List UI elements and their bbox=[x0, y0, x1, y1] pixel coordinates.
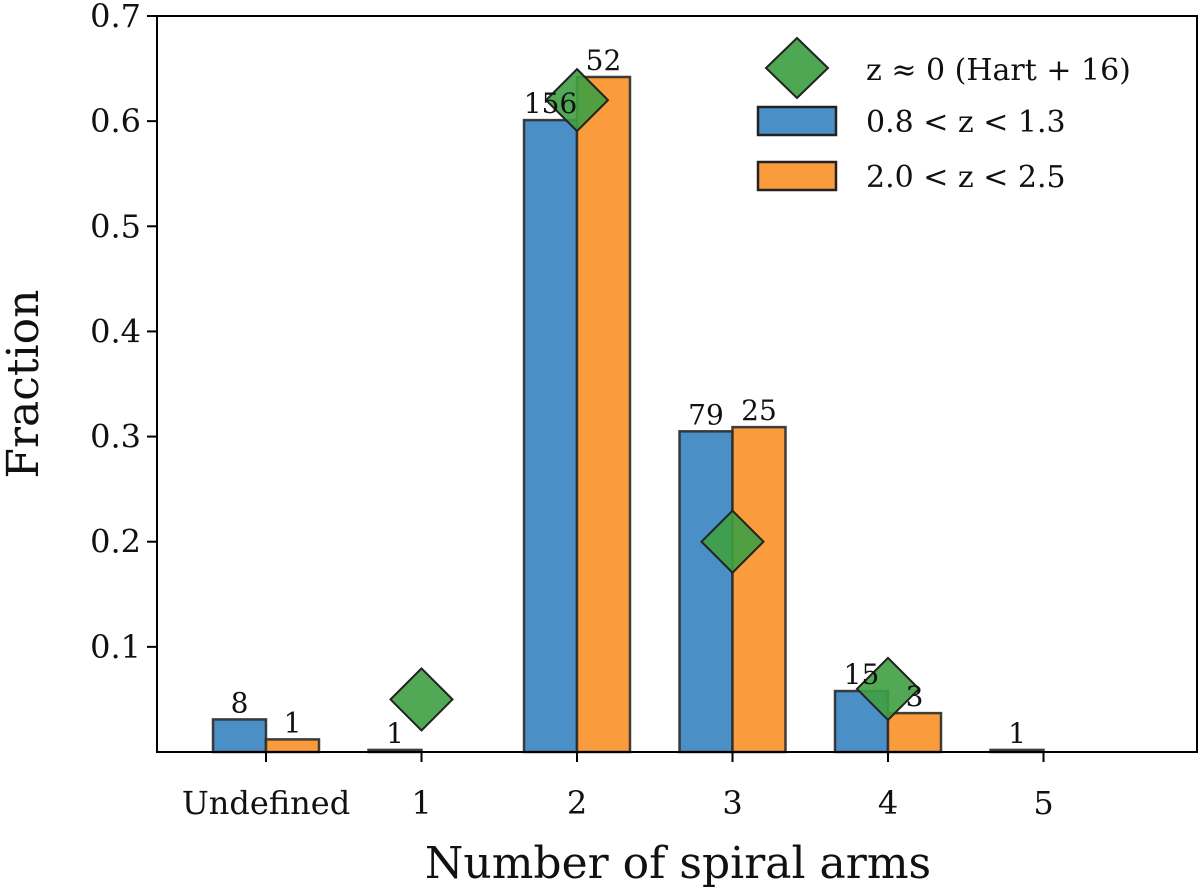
bar-series-1 bbox=[678, 430, 734, 754]
y-tick-label: 0.3 bbox=[90, 418, 141, 456]
bar-series-2 bbox=[731, 425, 787, 754]
y-tick-label: 0.5 bbox=[90, 207, 141, 245]
y-tick-label: 0.2 bbox=[90, 523, 141, 561]
legend-label-series-1: 0.8 < z < 1.3 bbox=[866, 105, 1066, 140]
reference-markers-layer bbox=[389, 67, 921, 732]
y-tick-label: 0.1 bbox=[90, 628, 141, 666]
reference-marker bbox=[544, 67, 610, 133]
bar-labels-layer: 8 1 156 79 15 1 1 52 25 3 bbox=[231, 44, 1026, 750]
bar-value-label: 156 bbox=[524, 87, 577, 120]
x-axis: Undefined 1 2 3 4 5 bbox=[182, 752, 1054, 822]
reference-marker bbox=[700, 509, 765, 575]
reference-marker bbox=[855, 656, 921, 722]
bar-value-label: 3 bbox=[906, 680, 924, 713]
bar-series-2 bbox=[575, 75, 632, 754]
bar-series-1 bbox=[522, 118, 579, 754]
y-axis: 0.1 0.2 0.3 0.4 0.5 0.6 0.7 bbox=[90, 0, 157, 666]
bar-value-label: 79 bbox=[688, 398, 724, 431]
legend-swatch-series-1 bbox=[756, 105, 838, 137]
x-tick-label: 5 bbox=[1033, 784, 1053, 822]
legend-swatch-series-2 bbox=[756, 160, 838, 192]
bar-value-label: 52 bbox=[586, 44, 622, 77]
bars-layer bbox=[211, 75, 1045, 754]
x-tick-label: 1 bbox=[411, 784, 431, 822]
y-tick-label: 0.6 bbox=[90, 102, 141, 140]
x-tick-label: Undefined bbox=[182, 784, 350, 822]
bar-value-label: 1 bbox=[386, 717, 404, 750]
bar-value-label: 1 bbox=[284, 706, 302, 739]
x-tick-label: 2 bbox=[567, 784, 587, 822]
bar-series-1 bbox=[211, 718, 268, 754]
y-tick-label: 0.4 bbox=[90, 312, 141, 350]
plot-frame bbox=[156, 15, 1198, 753]
legend-label-reference: z ≈ 0 (Hart + 16) bbox=[866, 53, 1131, 88]
bar-value-label: 25 bbox=[741, 394, 777, 427]
x-tick-label: 3 bbox=[722, 784, 742, 822]
bar-series-2 bbox=[886, 711, 943, 754]
legend-label-series-2: 2.0 < z < 2.5 bbox=[866, 160, 1066, 195]
bar-value-label: 1 bbox=[1008, 717, 1026, 750]
x-tick-label: 4 bbox=[878, 784, 898, 822]
y-tick-label: 0.7 bbox=[90, 0, 141, 35]
bar-value-label: 15 bbox=[844, 658, 880, 691]
reference-marker bbox=[389, 667, 454, 732]
legend-marker-reference bbox=[764, 36, 830, 100]
bar-value-label: 8 bbox=[231, 686, 249, 719]
bar-series-2 bbox=[264, 738, 321, 754]
legend: z ≈ 0 (Hart + 16) 0.8 < z < 1.3 2.0 < z … bbox=[756, 36, 1131, 195]
x-axis-title: Number of spiral arms bbox=[425, 838, 931, 889]
y-axis-title: Fraction bbox=[0, 289, 49, 478]
